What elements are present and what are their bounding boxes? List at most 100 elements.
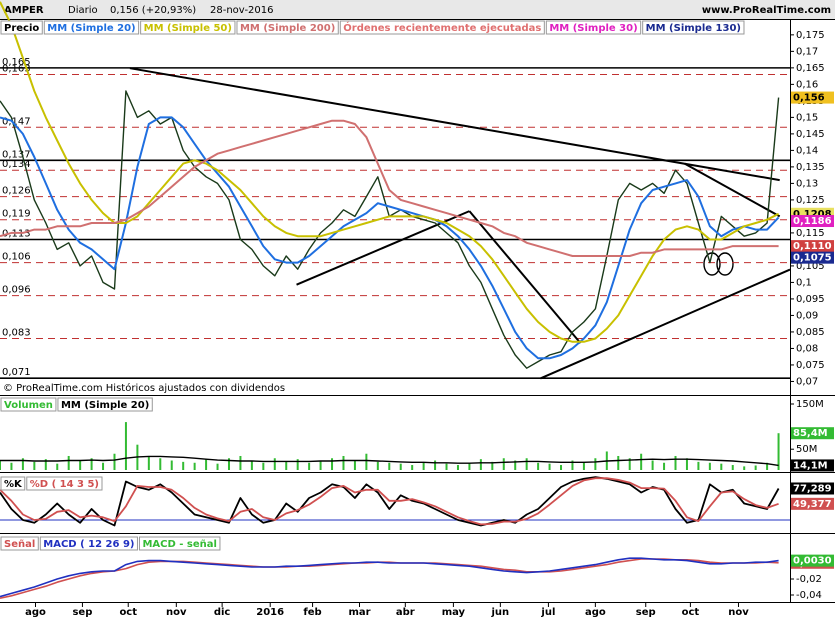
level-label: 0,165 [2,57,31,68]
series-line [0,1,780,343]
value-tag-label: 85,4M [793,428,828,439]
value-tag [791,215,834,228]
volume-bar [205,459,208,470]
volume-bar [67,455,70,470]
volume-bar [102,462,105,470]
x-tick-label: nov [728,607,749,618]
legend-entry: Señal [4,539,35,550]
volume-bar [411,465,414,470]
legend-entry: MM (Simple 50) [144,23,232,34]
volume-bar [525,458,528,470]
y-tick-label: 0,175 [796,30,825,41]
value-tag-label: 77,289 [793,483,832,494]
legend-entry: Precio [4,23,39,34]
legend-entry: MM (Simple 20) [61,400,149,411]
legend-box [140,20,236,35]
legend-box [236,20,339,35]
y-tick-label: 0,08 [796,343,818,354]
level-label: 0,071 [2,367,31,378]
level-label: 0,147 [2,116,31,127]
legend-entry: MM (Simple 20) [47,23,135,34]
x-tick-label: dic [214,607,231,618]
y-tick-label: 0,135 [796,162,825,173]
level-label: 0,126 [2,186,31,197]
level-label: 0,096 [2,285,31,296]
x-tick-label: ago [585,607,606,618]
x-tick-label: sep [72,607,92,618]
panel: 50M 150M 85,4M 14,1M [0,399,834,472]
site: www.ProRealTime.com [702,5,831,16]
volume-bar [124,422,127,470]
y-tick-label: 0,095 [796,294,825,305]
legend-entry: Volumen [4,400,53,411]
volume-bar [388,462,391,470]
y-tick-label: 0,16 [796,79,818,90]
volume-bar [479,459,482,470]
legend-box [26,476,103,491]
volume-bar [640,453,643,470]
trendline [129,67,780,182]
volume-bar [697,461,700,470]
value-tag-label: 0,1110 [793,241,832,252]
volume-bar [445,463,448,470]
x-tick-label: abr [396,607,415,618]
volume-bar [79,460,82,470]
period: Diario [68,5,98,16]
value-tag [791,427,834,440]
y-tick-label: 50M [796,444,817,455]
volume-bar [10,462,13,470]
volume-bar [617,455,620,470]
volume-bar [147,455,150,470]
volume-bar [548,463,551,470]
volume-bar [285,461,288,470]
value-tag-label: 0,1186 [793,216,832,227]
y-tick-label: 0,075 [796,360,825,371]
x-tick-label: 2016 [256,607,284,618]
trendline [468,210,582,344]
date: 28-nov-2016 [210,5,274,16]
legend-box [57,397,153,412]
legend-box [138,536,221,551]
volume-bar [456,465,459,470]
volume-bar [56,463,59,470]
volume-bar [227,458,230,470]
volume-bar [250,460,253,470]
symbol: AMPER [4,5,44,16]
volume-bar [193,462,196,470]
x-tick-label: jul [540,607,555,618]
legend-box [0,20,43,35]
volume-bar [342,455,345,470]
volume-bar [308,462,311,470]
x-tick-label: nov [166,607,187,618]
frame [0,19,835,603]
volume-bar [44,459,47,470]
volume-bar [353,460,356,470]
legend-entry: %D ( 14 3 5) [30,479,99,490]
volume-bar [628,458,631,470]
x-tick-label: ago [25,607,46,618]
y-tick-label: 0,165 [796,63,825,74]
volume-bar [170,460,173,470]
legend-entry: Órdenes recientemente ejecutadas [343,21,541,34]
legend-entry: %K [4,479,23,490]
y-tick-label: 0,085 [796,327,825,338]
y-tick-label: -0,04 [796,590,822,601]
series-line [0,119,779,257]
change: 0,156 (+20,93%) [110,5,196,16]
volume-bar [674,455,677,470]
legend-entry: MM (Simple 200) [240,23,335,34]
value-tag [791,240,834,253]
volume-bar [21,458,24,470]
value-tag-label: 0,156 [793,93,825,104]
volume-bar [777,433,780,470]
y-tick-label: 0,145 [796,129,825,140]
volume-bar [399,463,402,470]
volume-bar [651,460,654,470]
volume-bar [731,465,734,470]
volume-bar [491,461,494,470]
level-label: 0,113 [2,229,31,240]
volume-bar [33,461,36,470]
y-tick-label: 0,14 [796,145,818,156]
legend-entry: MACD ( 12 26 9) [43,539,134,550]
legend-entry: MM (Simple 130) [646,23,741,34]
